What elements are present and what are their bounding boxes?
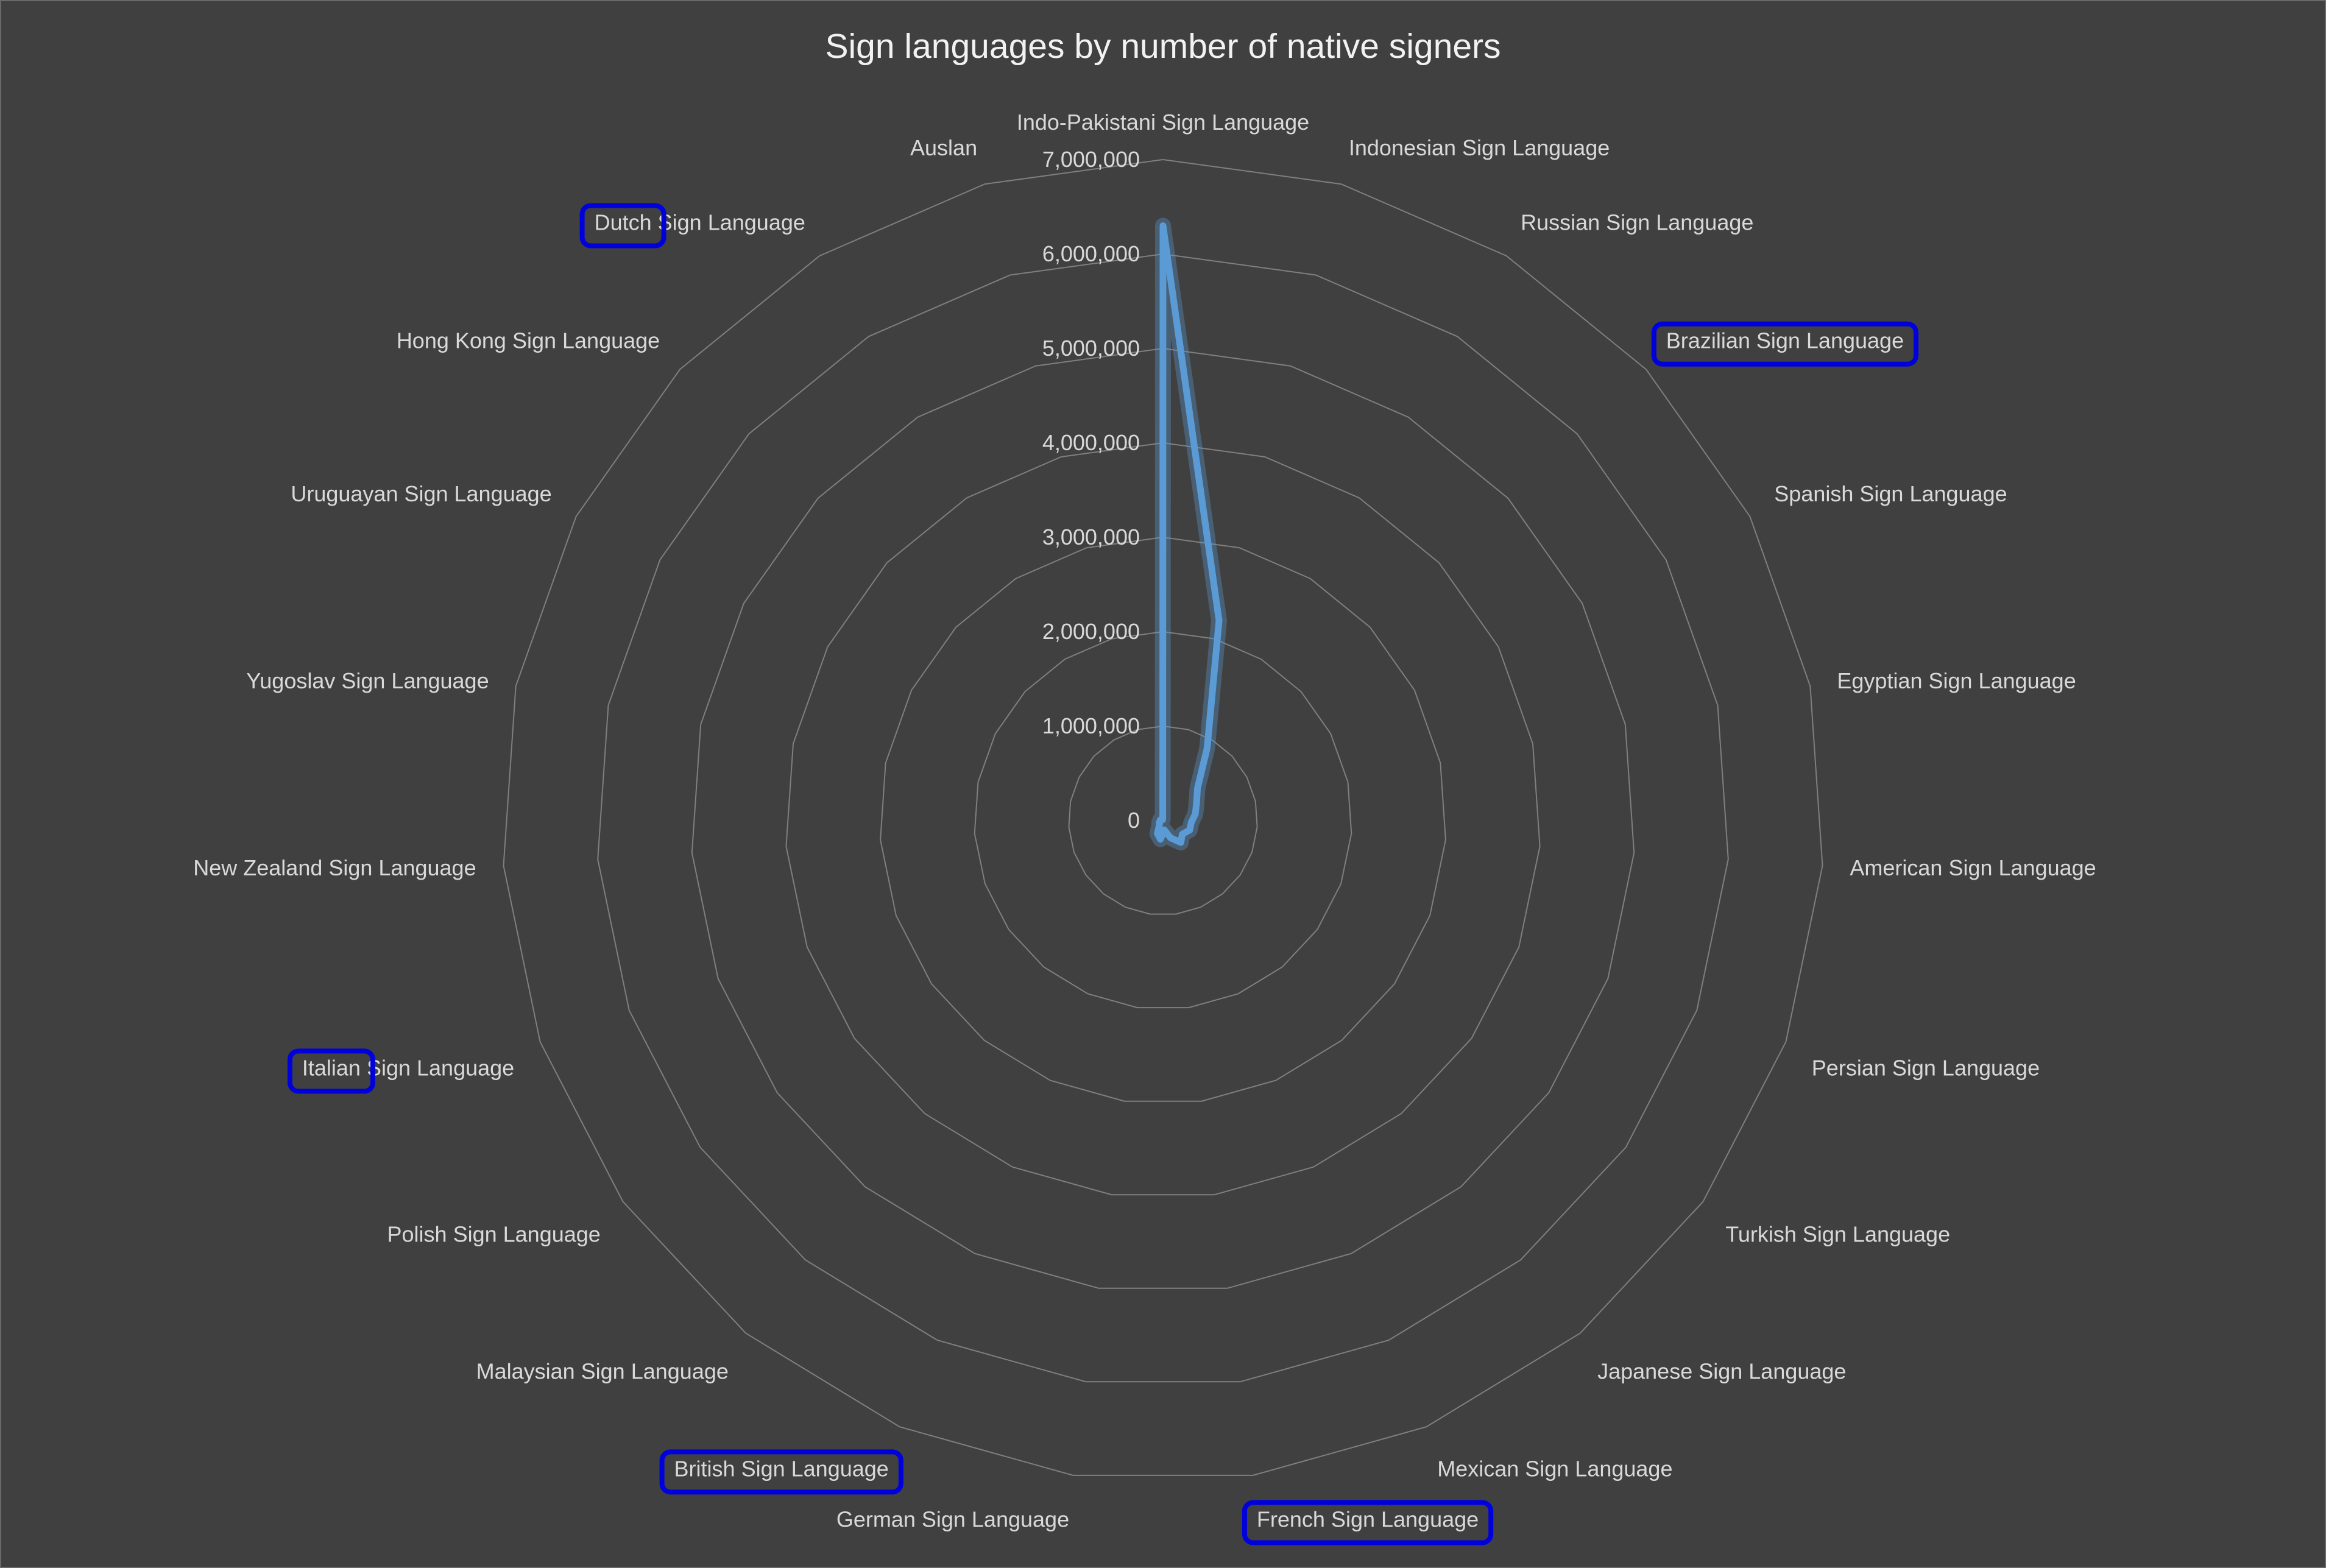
value-axis-ticks: 0 1,000,000 2,000,000 3,000,000 4,000,000 5,0… — [1042, 147, 1140, 833]
tick-label: 6,000,000 — [1042, 241, 1140, 266]
chart-title: Sign languages by number of native signe… — [825, 27, 1501, 66]
category-label: British Sign Language — [674, 1456, 889, 1481]
tick-label: 3,000,000 — [1042, 524, 1140, 549]
series-layer — [1149, 217, 1227, 851]
highlight-box — [1651, 321, 1919, 367]
radar-grid — [503, 158, 1823, 1476]
highlight-box — [579, 203, 666, 249]
category-label: French Sign Language — [1257, 1507, 1479, 1532]
category-label: Brazilian Sign Language — [1666, 328, 1904, 353]
category-label: Persian Sign Language — [1812, 1055, 2040, 1080]
category-label: Auslan — [910, 135, 977, 160]
grid-ring — [503, 158, 1823, 1476]
tick-label: 5,000,000 — [1042, 336, 1140, 361]
category-label: Turkish Sign Language — [1725, 1222, 1950, 1247]
category-label: German Sign Language — [836, 1507, 1069, 1532]
category-label: Indo-Pakistani Sign Language — [1017, 110, 1309, 135]
category-label: Dutch Sign Language — [595, 210, 805, 235]
category-label: Polish Sign Language — [387, 1222, 601, 1247]
highlight-box — [1242, 1500, 1494, 1545]
tick-label: 0 — [1128, 808, 1140, 833]
highlight-box — [287, 1048, 375, 1094]
tick-label: 4,000,000 — [1042, 430, 1140, 455]
series-line — [1154, 222, 1223, 846]
category-label: Uruguayan Sign Language — [291, 481, 551, 506]
grid-ring — [1068, 725, 1258, 915]
highlight-box — [659, 1449, 903, 1495]
category-labels: Indo-Pakistani Sign Language Indonesian S… — [193, 110, 2096, 1532]
category-label: Spanish Sign Language — [1774, 481, 2007, 506]
category-label: Yugoslav Sign Language — [246, 668, 489, 693]
tick-label: 2,000,000 — [1042, 619, 1140, 644]
category-label: Indonesian Sign Language — [1349, 135, 1610, 160]
category-label: Mexican Sign Language — [1437, 1456, 1672, 1481]
grid-ring — [785, 442, 1541, 1196]
highlight-boxes — [287, 203, 1919, 1545]
category-label: Italian Sign Language — [302, 1055, 514, 1080]
category-label: Hong Kong Sign Language — [397, 328, 660, 353]
category-label: Japanese Sign Language — [1597, 1359, 1846, 1384]
tick-label: 7,000,000 — [1042, 147, 1140, 172]
grid-ring — [974, 630, 1352, 1009]
tick-label: 1,000,000 — [1042, 713, 1140, 738]
grid-ring — [880, 536, 1446, 1102]
category-label: Russian Sign Language — [1521, 210, 1753, 235]
category-label: Egyptian Sign Language — [1837, 668, 2076, 693]
category-label: American Sign Language — [1850, 855, 2096, 880]
category-label: New Zealand Sign Language — [193, 855, 476, 880]
grid-ring — [691, 347, 1635, 1289]
grid-ring — [597, 253, 1729, 1383]
category-label: Malaysian Sign Language — [476, 1359, 729, 1384]
